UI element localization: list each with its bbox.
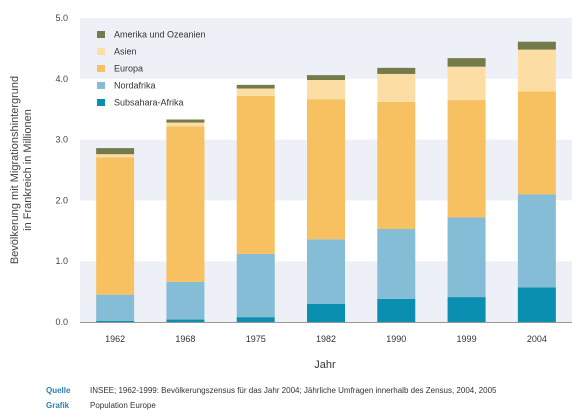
source-label: Quelle	[46, 386, 71, 395]
legend-swatch	[97, 31, 105, 38]
bar-segment	[307, 75, 345, 81]
bar-segment	[447, 58, 486, 67]
y-tick-label: 1.0	[55, 256, 68, 266]
bar-segment	[517, 194, 556, 288]
bar-segment	[307, 99, 345, 240]
source-note: Quelle INSEE; 1962-1999: Bevölkerungszens…	[46, 386, 496, 395]
legend-swatch	[97, 99, 105, 106]
bar-segment	[447, 66, 486, 101]
y-tick-label: 3.0	[55, 135, 68, 145]
bar-segment	[517, 41, 556, 50]
bar-segment	[377, 73, 416, 102]
legend-label: Asien	[114, 47, 137, 57]
bar-segment	[447, 297, 486, 322]
bars	[96, 41, 556, 322]
graphic-note: Grafik Population Europe	[46, 401, 156, 410]
bar-segment	[236, 253, 275, 318]
bar-segment	[96, 320, 135, 322]
bar-segment	[166, 281, 205, 320]
bar-segment	[377, 67, 416, 74]
bar-segment	[236, 95, 275, 254]
bar-segment	[96, 157, 135, 295]
bar-segment	[447, 217, 486, 298]
x-tick-label: 1962	[105, 334, 125, 344]
graphic-text: Population Europe	[90, 401, 156, 410]
bar-segment	[236, 84, 275, 89]
bar-segment	[447, 100, 486, 218]
legend: Amerika und Ozeanien Asien Europa Nordafrik…	[97, 30, 206, 108]
bar-segment	[96, 294, 135, 321]
x-tick-label: 2004	[527, 334, 547, 344]
x-tick-label: 1968	[175, 334, 195, 344]
legend-label: Europa	[114, 64, 143, 74]
bar-segment	[517, 287, 556, 322]
x-tick-label: 1990	[386, 334, 406, 344]
bar-segment	[166, 126, 205, 282]
y-tick-label: 0.0	[55, 317, 68, 327]
graphic-label: Grafik	[46, 401, 70, 410]
x-axis-label: Jahr	[314, 359, 336, 371]
bar-segment	[377, 228, 416, 299]
legend-swatch	[97, 48, 105, 55]
y-axis-label-line: Bevölkerung mit Migrationshintergrund	[9, 76, 21, 264]
bar-segment	[517, 49, 556, 92]
grid-band	[80, 18, 572, 79]
y-tick-label: 4.0	[55, 74, 68, 84]
source-text: INSEE; 1962-1999: Bevölkerungszensus für…	[90, 386, 497, 395]
x-tick-label: 1975	[246, 334, 266, 344]
bar-segment	[166, 122, 205, 127]
y-tick-labels: 0.0 1.0 2.0 3.0 4.0 5.0	[55, 13, 68, 327]
legend-label: Amerika und Ozeanien	[114, 30, 206, 40]
bar-segment	[96, 154, 135, 158]
bar-segment	[236, 88, 275, 96]
x-tick-label: 1999	[457, 334, 477, 344]
bar-segment	[166, 119, 205, 123]
y-axis-label: Bevölkerung mit Migrationshintergrundin …	[9, 76, 34, 264]
legend-label: Nordafrika	[114, 81, 156, 91]
bar-segment	[377, 298, 416, 322]
bar-segment	[166, 319, 205, 322]
bar-segment	[307, 80, 345, 100]
bar-segment	[377, 101, 416, 229]
bar-segment	[517, 91, 556, 195]
x-tick-label: 1982	[316, 334, 336, 344]
bar-segment	[96, 148, 135, 155]
y-axis-label-line: in Frankreich in Millionen	[22, 109, 34, 231]
y-tick-label: 2.0	[55, 195, 68, 205]
bar-segment	[307, 303, 345, 322]
legend-label: Subsahara-Afrika	[114, 98, 184, 108]
legend-swatch	[97, 82, 105, 89]
y-tick-label: 5.0	[55, 13, 68, 23]
legend-swatch	[97, 65, 105, 72]
x-tick-labels: 1962 1968 1975 1982 1990 1999 2004	[105, 334, 547, 344]
bar-segment	[236, 317, 275, 322]
bar-segment	[307, 239, 345, 304]
